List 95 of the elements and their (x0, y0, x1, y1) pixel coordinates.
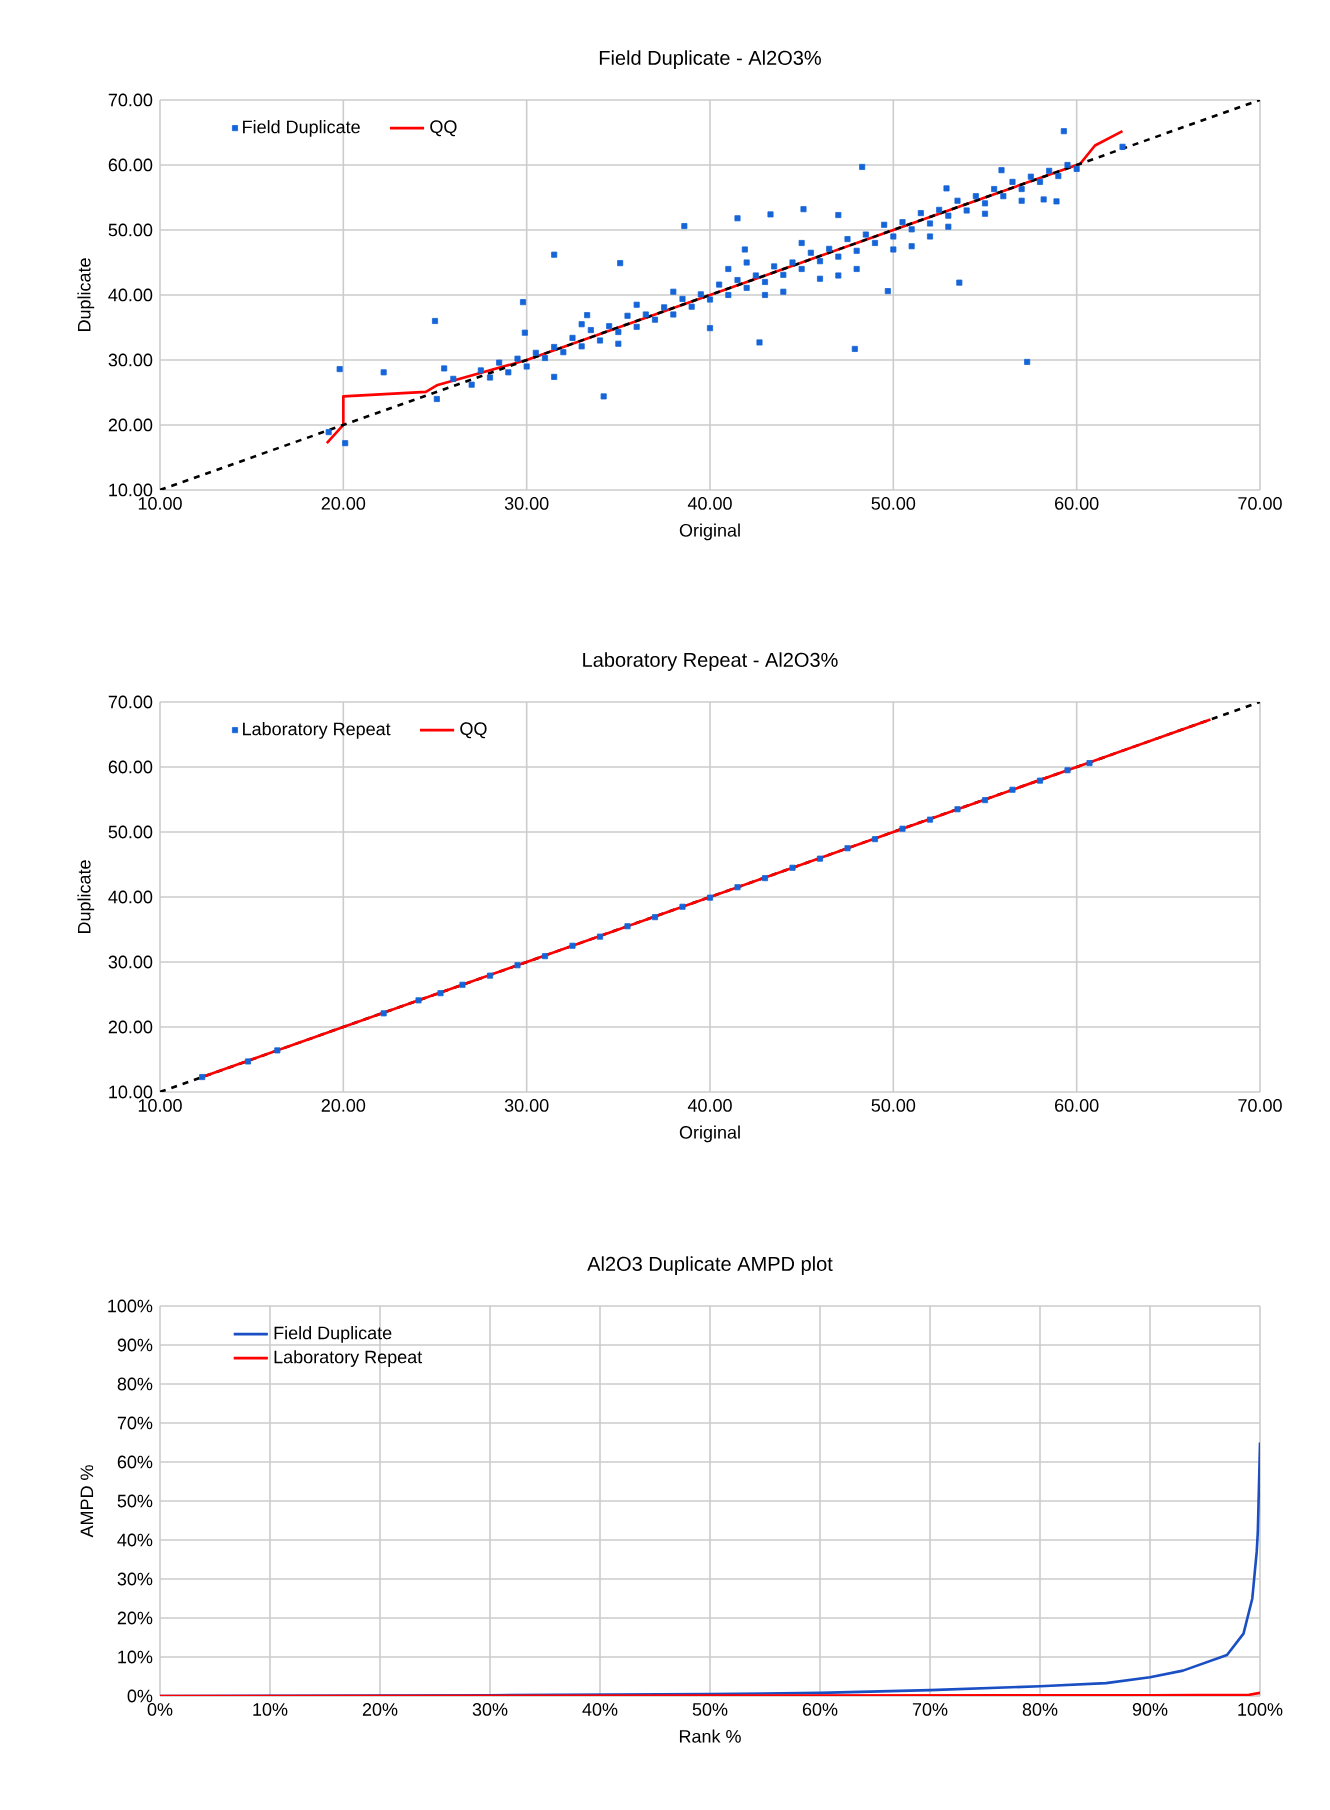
point (437, 990, 444, 997)
point (514, 962, 521, 969)
y-tick-label: 40.00 (108, 288, 153, 302)
chart-title: Laboratory Repeat - Al2O3% (583, 652, 838, 671)
x-tick-label: 40.00 (687, 1099, 732, 1112)
y-tick-label: 50% (117, 1494, 153, 1508)
x-tick-label: 50% (692, 1703, 728, 1716)
point (624, 923, 631, 930)
y-axis-title: Duplicate (77, 860, 95, 934)
x-tick-label: 40.00 (687, 497, 732, 510)
legend-label: Laboratory Repeat (243, 722, 391, 739)
point (1086, 760, 1093, 767)
y-tick-label: 20.00 (108, 418, 153, 432)
point (844, 845, 851, 852)
y-tick-label: 30% (117, 1572, 153, 1586)
x-tick-label: 30% (472, 1703, 508, 1716)
x-tick-label: 30.00 (504, 1099, 549, 1112)
legend-label: QQ (430, 120, 457, 137)
y-tick-label: 20.00 (108, 1020, 153, 1034)
point (1009, 786, 1016, 793)
point (380, 1010, 387, 1017)
y-axis-title: Duplicate (77, 258, 95, 332)
point (651, 914, 658, 921)
point (199, 1074, 206, 1081)
y-axis-title: AMPD % (80, 1465, 94, 1538)
x-axis-title: Original (679, 1125, 740, 1143)
x-tick-label: 40% (582, 1703, 618, 1716)
legend-label: Field Duplicate (243, 120, 360, 137)
y-tick-label: 10.00 (109, 1085, 153, 1099)
point (597, 933, 603, 940)
x-axis-title: Original (679, 523, 740, 541)
point (274, 1047, 281, 1054)
legend-label: Laboratory Repeat (274, 1350, 423, 1367)
legend-label: Field Duplicate (274, 1326, 392, 1343)
x-tick-label: 70% (912, 1703, 948, 1716)
point (927, 816, 933, 823)
x-tick-label: 20% (362, 1703, 398, 1716)
point (569, 942, 576, 949)
x-tick-label: 80% (1022, 1703, 1058, 1716)
y-tick-label: 50.00 (108, 825, 153, 839)
x-axis-title: Rank % (679, 1729, 741, 1743)
point (1064, 767, 1071, 774)
y-tick-label: 10% (118, 1650, 153, 1664)
y-tick-label: 10.00 (109, 483, 153, 497)
y-tick-label: 60.00 (108, 158, 153, 172)
point (245, 1058, 251, 1065)
y-tick-label: 60.00 (108, 760, 153, 774)
y-tick-label: 80% (117, 1377, 153, 1391)
y-tick-label: 70.00 (108, 93, 153, 107)
x-tick-label: 60.00 (1055, 497, 1099, 510)
point (982, 797, 988, 804)
point (707, 894, 713, 901)
point (871, 836, 878, 843)
y-tick-label: 0% (127, 1689, 153, 1703)
point (415, 997, 422, 1004)
point (954, 806, 961, 813)
legend-label: QQ (460, 722, 487, 739)
y-tick-label: 70.00 (108, 695, 153, 709)
x-tick-label: 20.00 (321, 497, 366, 510)
y-tick-label: 90% (117, 1338, 153, 1352)
x-tick-label: 70.00 (1238, 1099, 1282, 1112)
point (487, 972, 493, 979)
point (679, 903, 686, 910)
point (734, 884, 741, 891)
x-tick-label: 60% (802, 1703, 838, 1716)
x-tick-label: 10% (253, 1703, 288, 1716)
y-tick-label: 40% (117, 1533, 153, 1547)
x-tick-label: 30.00 (504, 497, 549, 510)
point (816, 855, 823, 862)
x-tick-label: 60.00 (1055, 1099, 1099, 1112)
y-tick-label: 40.00 (108, 890, 153, 904)
x-tick-label: 70.00 (1238, 497, 1282, 510)
x-tick-label: 50.00 (871, 497, 916, 510)
x-tick-label: 50.00 (871, 1099, 916, 1112)
y-tick-label: 30.00 (108, 353, 153, 367)
y-tick-label: 60% (117, 1455, 153, 1469)
x-tick-label: 100% (1238, 1703, 1283, 1716)
chart-title: Al2O3 Duplicate AMPD plot (587, 1256, 833, 1275)
x-tick-label: 90% (1132, 1703, 1168, 1716)
x-tick-label: 0% (147, 1703, 173, 1716)
y-tick-label: 20% (117, 1611, 153, 1625)
point (1036, 777, 1043, 784)
y-tick-label: 100% (108, 1299, 153, 1313)
x-tick-label: 10.00 (138, 497, 182, 510)
x-tick-label: 20.00 (321, 1099, 366, 1112)
y-tick-label: 70% (117, 1416, 153, 1430)
point (459, 981, 466, 988)
chart-title: Field Duplicate - Al2O3% (599, 50, 821, 69)
x-tick-label: 10.00 (138, 1099, 182, 1112)
y-tick-label: 30.00 (108, 955, 153, 969)
point (762, 875, 768, 882)
point (542, 953, 548, 960)
y-tick-label: 50.00 (108, 223, 153, 237)
point (789, 864, 796, 871)
point (899, 825, 906, 832)
